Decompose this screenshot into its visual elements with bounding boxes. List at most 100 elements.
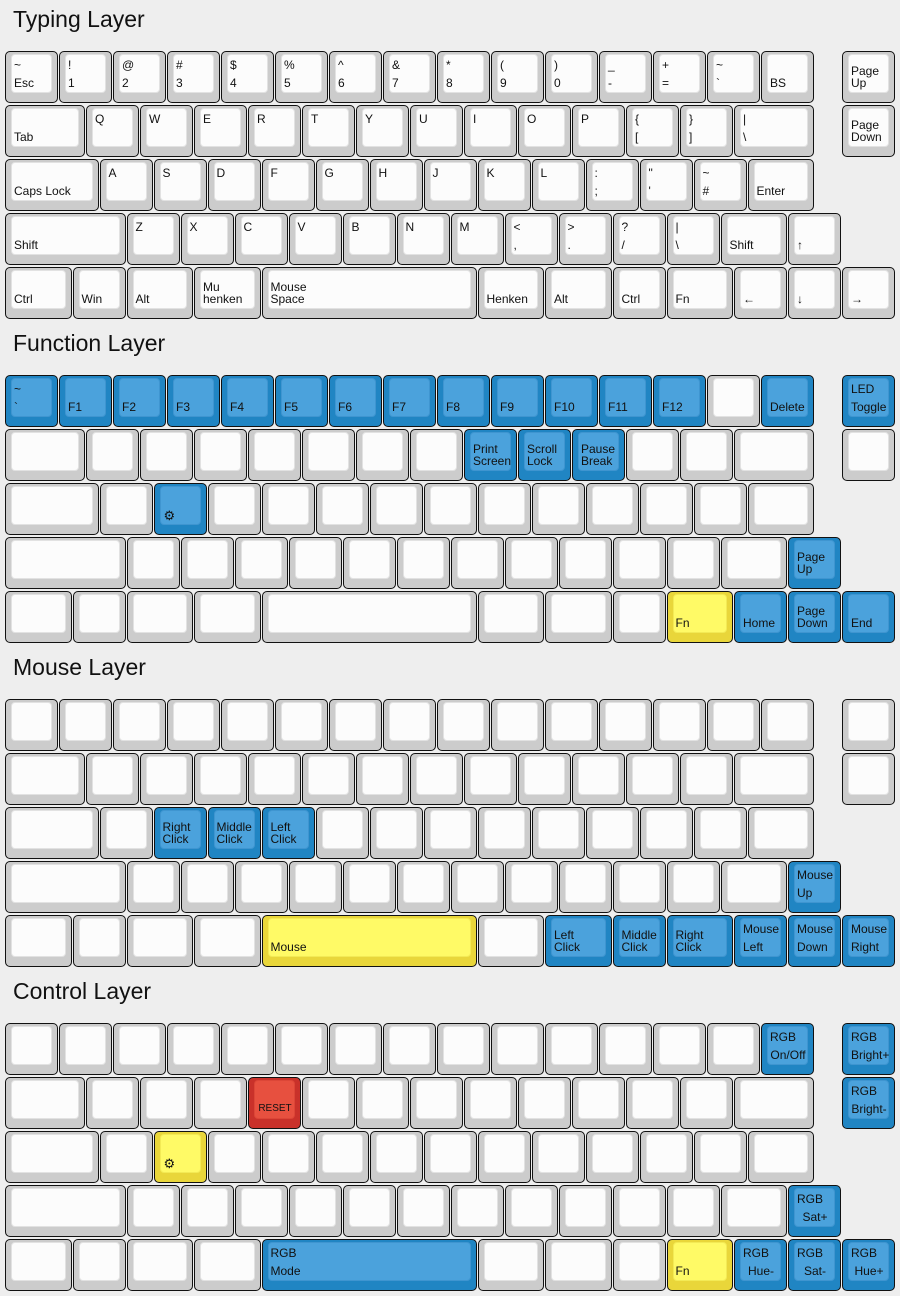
key bbox=[342, 1185, 396, 1237]
keycap-face bbox=[429, 810, 471, 849]
key-bottom-legend: Middle Click bbox=[216, 820, 252, 846]
key-bottom-legend: BS bbox=[770, 76, 787, 90]
key bbox=[423, 1131, 477, 1183]
keycap-face: Middle Click bbox=[618, 918, 660, 957]
key-top-legend: " bbox=[648, 166, 653, 180]
key-top-legend: Mouse bbox=[797, 922, 834, 936]
keycap-face bbox=[132, 864, 174, 903]
key bbox=[329, 1023, 382, 1075]
key bbox=[99, 1131, 153, 1183]
keycap-face bbox=[686, 756, 727, 795]
keycap-face: Alt bbox=[132, 270, 187, 309]
key bbox=[59, 699, 112, 751]
key-bottom-legend: 4 bbox=[230, 76, 237, 90]
key bbox=[261, 1131, 315, 1183]
layer-control-layer: Control Layer RGB On/Off RGB Bright+ RESET RGB… bbox=[0, 972, 900, 1296]
keycap-face: F5 bbox=[281, 378, 322, 417]
key: G bbox=[315, 159, 369, 211]
keycap-face bbox=[497, 702, 538, 741]
keycap-face bbox=[11, 918, 66, 957]
key: F10 bbox=[545, 375, 598, 427]
key: U bbox=[410, 105, 463, 157]
key bbox=[410, 429, 463, 481]
key bbox=[234, 1185, 288, 1237]
key-bottom-legend: ' bbox=[648, 184, 651, 198]
keycap-face bbox=[753, 486, 808, 525]
keycap-face: T bbox=[308, 108, 349, 147]
key: Page Down bbox=[788, 591, 841, 643]
key-bottom-legend: Alt bbox=[135, 292, 150, 306]
key: Z bbox=[126, 213, 180, 265]
keycap-face bbox=[753, 1134, 808, 1173]
key-top-legend: P bbox=[581, 112, 590, 126]
key: F9 bbox=[491, 375, 544, 427]
keycap-face bbox=[308, 756, 349, 795]
key bbox=[329, 699, 382, 751]
key bbox=[491, 1023, 544, 1075]
key: Mouse bbox=[261, 915, 477, 967]
key bbox=[693, 483, 747, 535]
key-bottom-legend: 5 bbox=[284, 76, 291, 90]
key bbox=[234, 861, 288, 913]
key: * 8 bbox=[437, 51, 490, 103]
keycap-face bbox=[605, 702, 646, 741]
keycap-face bbox=[78, 918, 120, 957]
key-bottom-legend: Up bbox=[797, 886, 813, 900]
key-bottom-legend: On/Off bbox=[770, 1048, 806, 1062]
key-top-legend: # bbox=[176, 58, 183, 72]
key bbox=[302, 753, 355, 805]
keycap-face bbox=[227, 1026, 268, 1065]
layer-mouse-layer: Mouse Layer Right Click Middle Click Left C… bbox=[0, 648, 900, 972]
key bbox=[410, 1077, 463, 1129]
keycap-face bbox=[146, 1080, 187, 1119]
key: Print Screen bbox=[464, 429, 517, 481]
key-bottom-legend: Fn bbox=[675, 292, 690, 306]
key-bottom-legend: Right Click bbox=[162, 820, 191, 846]
keycap-face bbox=[551, 702, 592, 741]
keycap-face bbox=[848, 432, 889, 471]
keycap-face bbox=[470, 1080, 511, 1119]
key bbox=[720, 861, 787, 913]
key bbox=[693, 1131, 747, 1183]
keycap-face bbox=[294, 864, 336, 903]
key-top-legend: % bbox=[284, 58, 295, 72]
keycap-face: ~ # bbox=[699, 162, 741, 201]
keycap-face: RGB Sat+ bbox=[794, 1188, 835, 1227]
keycap-face: M bbox=[456, 216, 498, 255]
key-top-legend: H bbox=[378, 166, 388, 180]
keycap-face: P bbox=[578, 108, 619, 147]
keycap-face bbox=[659, 702, 700, 741]
keycap-face bbox=[213, 486, 255, 525]
keycap-face: J bbox=[429, 162, 471, 201]
key-bottom-legend: , bbox=[513, 238, 517, 252]
keycap-face: :; bbox=[591, 162, 633, 201]
key bbox=[383, 1023, 436, 1075]
key-top-legend: A bbox=[108, 166, 117, 180]
keycap-face bbox=[294, 1188, 336, 1227]
keycap-face bbox=[11, 1080, 79, 1119]
key bbox=[599, 699, 652, 751]
keycap-face: Enter bbox=[753, 162, 808, 201]
key-bottom-legend: Home bbox=[743, 616, 776, 630]
keycap-face bbox=[564, 864, 606, 903]
key-top-legend: > bbox=[567, 220, 575, 234]
key-top-legend: J bbox=[432, 166, 439, 180]
keycap-face bbox=[321, 810, 363, 849]
keycap-face: | \ bbox=[740, 108, 808, 147]
keycap-face bbox=[146, 756, 187, 795]
key: Page Up bbox=[788, 537, 841, 589]
layer-title: Typing Layer bbox=[13, 6, 145, 32]
keycap-face bbox=[200, 1080, 241, 1119]
keycap-face: (9 bbox=[497, 54, 538, 93]
key bbox=[477, 807, 531, 859]
key-bottom-legend: F5 bbox=[284, 400, 299, 414]
keycap-face: Right Click bbox=[672, 918, 727, 957]
key: ⚙ bbox=[153, 1131, 207, 1183]
key-bottom-legend: Alt bbox=[554, 292, 569, 306]
key-bottom-legend: Page Down bbox=[797, 604, 828, 630]
key bbox=[5, 807, 99, 859]
key: P bbox=[572, 105, 625, 157]
keycap-face bbox=[11, 594, 66, 633]
key bbox=[221, 1023, 274, 1075]
keycap-face bbox=[713, 1026, 754, 1065]
